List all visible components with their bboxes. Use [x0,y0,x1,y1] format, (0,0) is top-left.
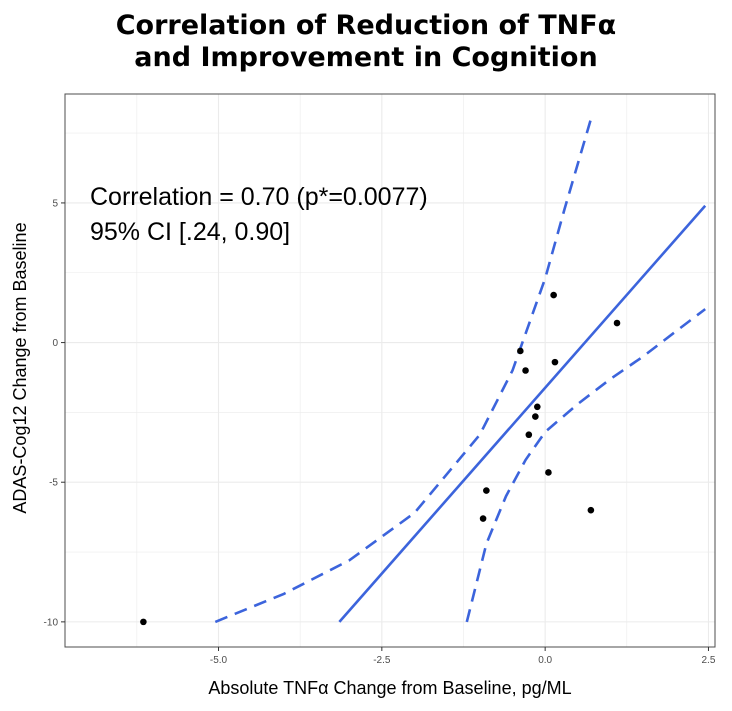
data-point [525,431,533,439]
x-tick-label: 2.5 [702,655,716,666]
data-points [140,291,621,626]
regression-line [338,204,707,623]
chart-title-line-2: and Improvement in Cognition [134,42,598,73]
y-tick-label: 0 [52,338,58,349]
y-tick-label: 5 [52,198,58,209]
x-tick-label: -2.5 [373,655,391,666]
panel-border [64,93,716,648]
x-tick-label: -5.0 [210,655,228,666]
y-tick-label: -5 [49,478,58,489]
data-point [545,469,552,476]
annotation-ci: 95% CI [.24, 0.90] [90,218,290,246]
data-point [522,367,529,374]
data-point [140,618,147,626]
ci-lower-line [465,308,706,623]
x-tick-label: 0.0 [538,655,552,666]
data-point [483,487,490,494]
chart-title-line-1: Correlation of Reduction of TNFα [115,10,617,41]
data-point [551,358,559,366]
chart-title: Correlation of Reduction of TNFα and Imp… [0,10,732,74]
data-point [517,347,524,355]
x-axis-title: Absolute TNFα Change from Baseline, pg/M… [208,678,571,698]
y-axis-title: ADAS-Cog12 Change from Baseline [10,222,30,513]
data-point [532,413,539,420]
annotation-correlation: Correlation = 0.70 (p*=0.0077) [90,183,428,211]
axis-ticks: -5.0 -2.5 0.0 2.5 -10 -5 0 5 [44,198,716,666]
data-point [550,291,557,299]
regression-line-group [338,204,707,623]
confidence-band-lines [214,118,706,624]
data-point [479,515,487,522]
data-point [613,319,621,327]
grid-lines [65,94,715,647]
data-point [587,506,595,514]
y-tick-label: -10 [44,617,59,628]
ci-upper-line [214,118,593,624]
data-point [534,403,541,411]
